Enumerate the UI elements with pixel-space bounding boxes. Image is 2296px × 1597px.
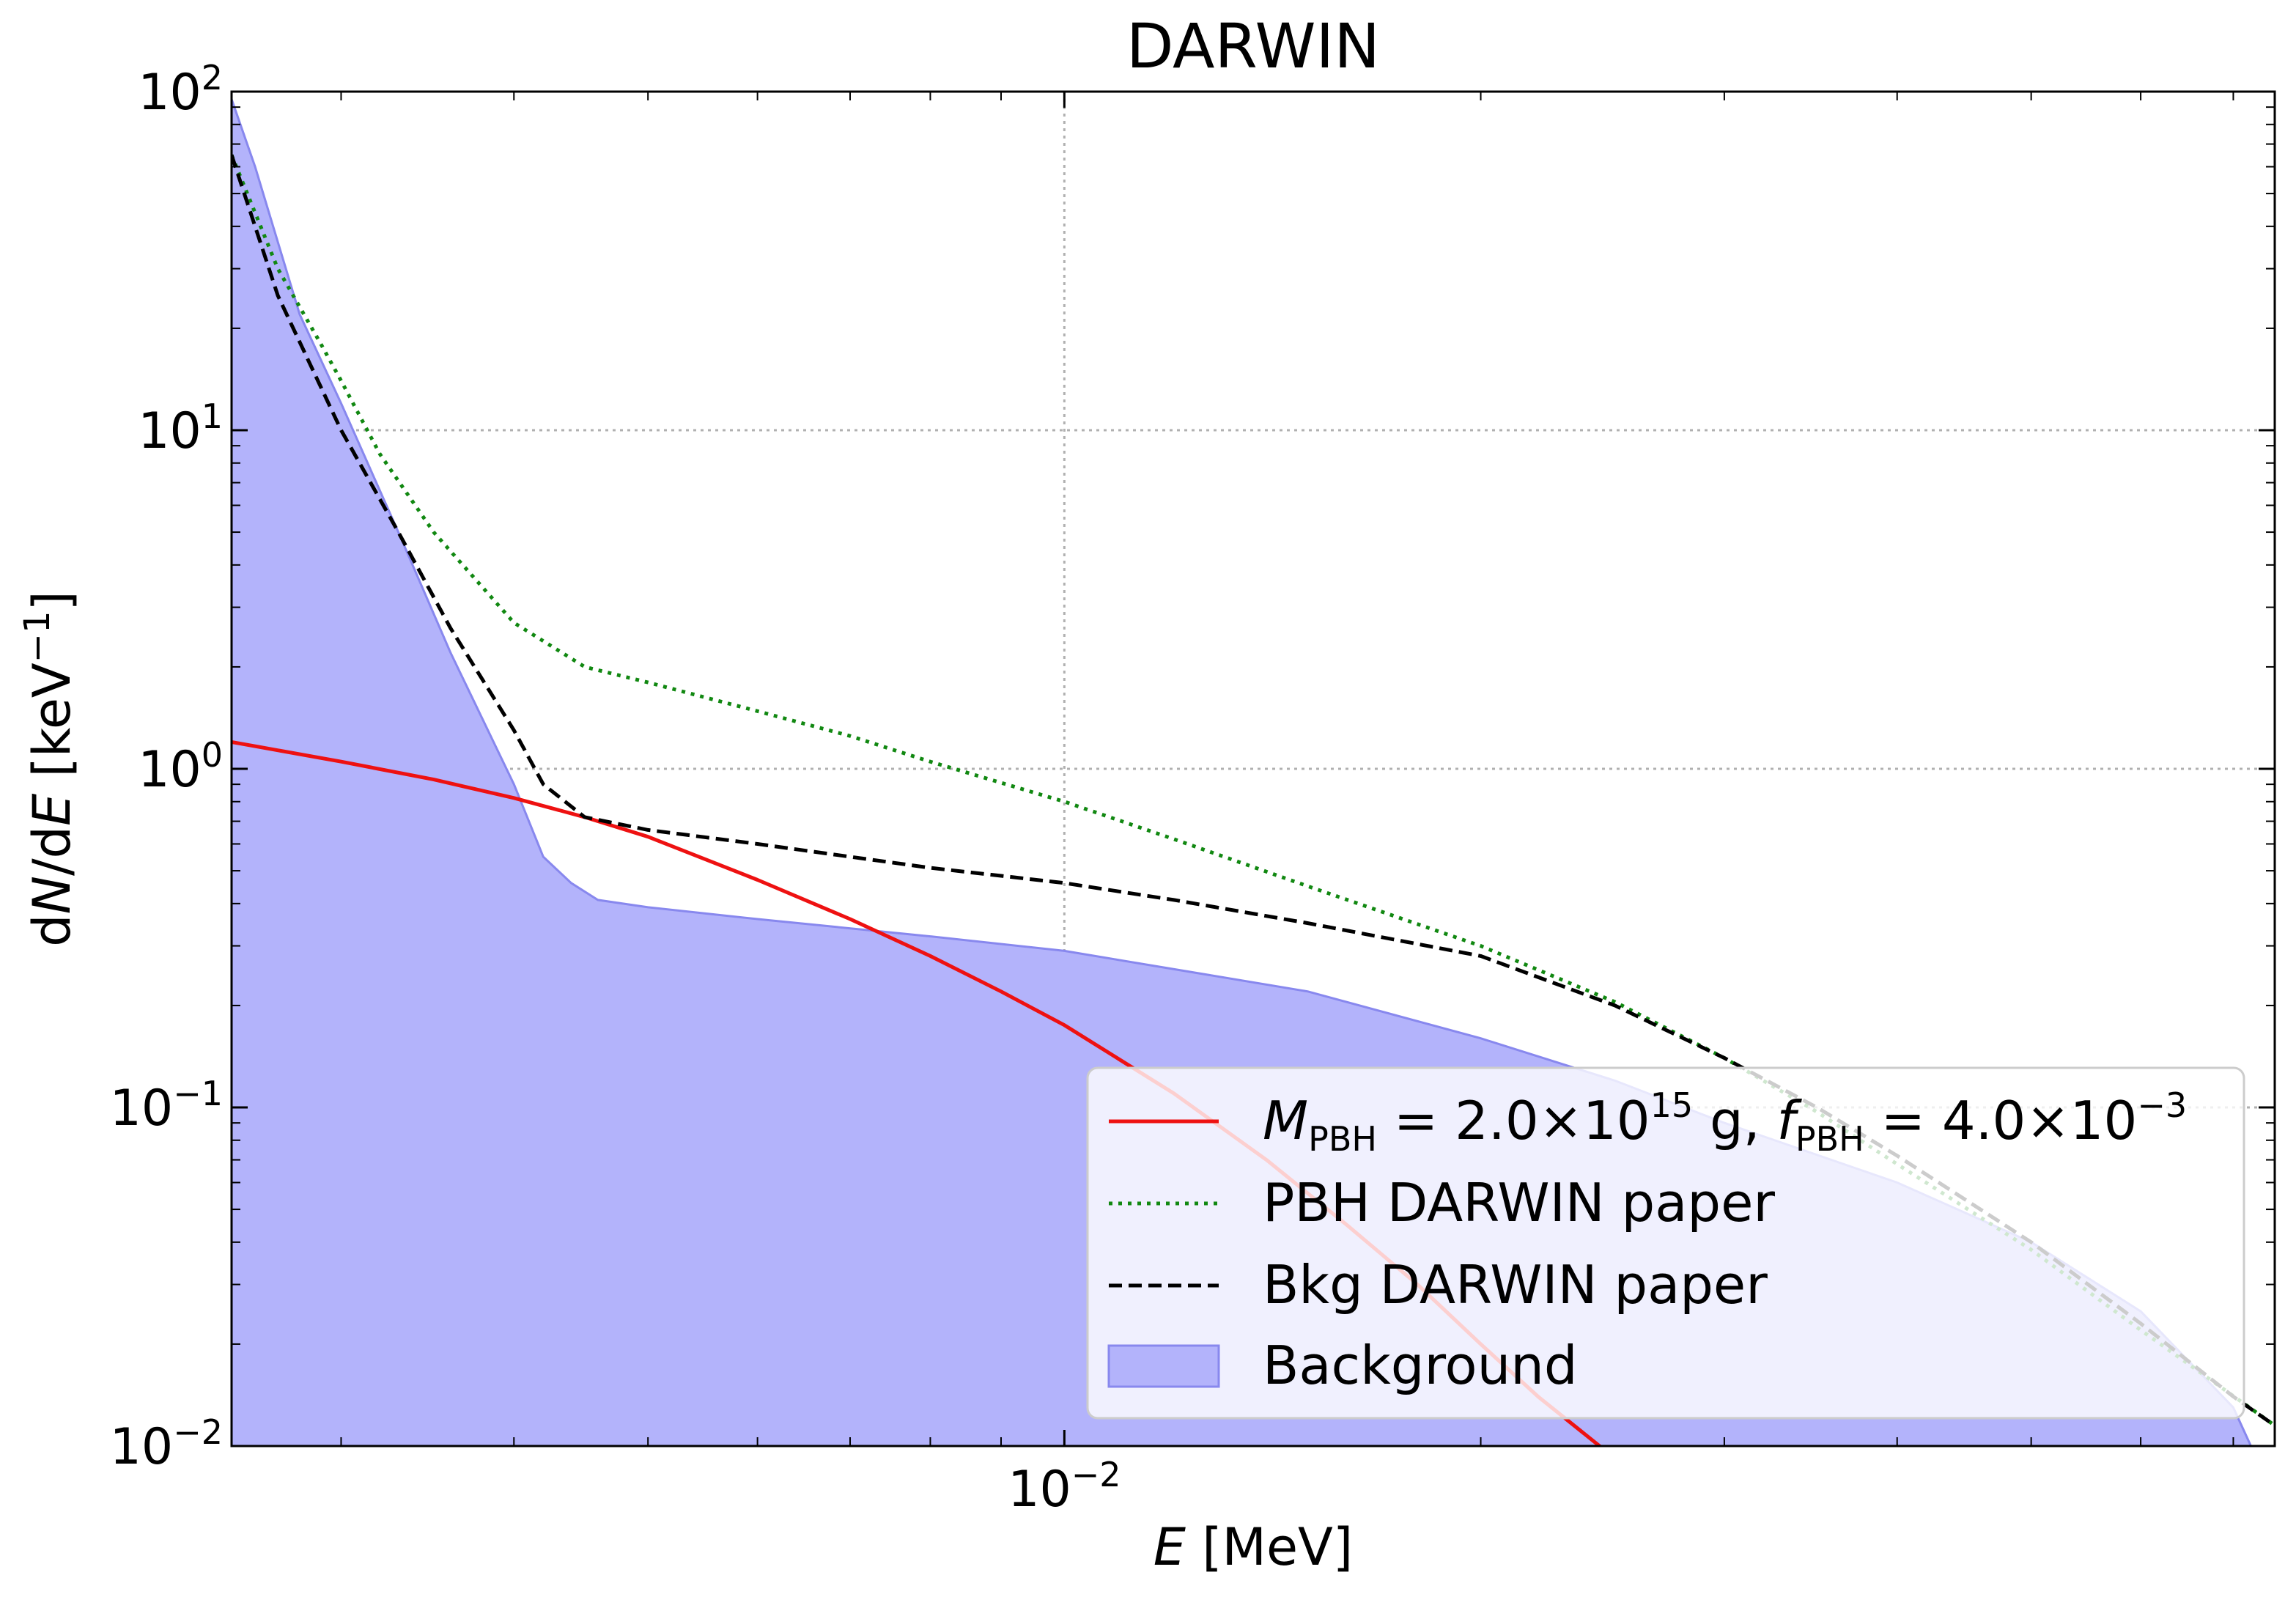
legend: MPBH = 2.0×1015 g, fPBH = 4.0×10−3 PBH D… [1086, 1066, 2245, 1420]
x-axis-label: E [MeV] [1153, 1517, 1353, 1577]
series-bkg-paper-line [232, 154, 2275, 1428]
y-tick-label: 102 [138, 58, 223, 122]
chart-title: DARWIN [1126, 10, 1380, 82]
y-tick-label: 101 [138, 397, 223, 460]
legend-label-bkg-paper: Bkg DARWIN paper [1263, 1254, 1768, 1316]
series-pbh-paper-line [232, 154, 2275, 1428]
legend-box [1086, 1066, 2245, 1420]
legend-label-pbh-model: MPBH = 2.0×1015 g, fPBH = 4.0×10−3 [1263, 1085, 2187, 1159]
legend-label-background: Background [1263, 1335, 1578, 1396]
axis-tick-labels: 10−2 10−1 100 101 102 10−2 [110, 58, 1121, 1519]
y-tick-label: 10−2 [110, 1412, 223, 1476]
legend-swatch-background [1107, 1344, 1220, 1388]
y-tick-label: 10−1 [110, 1074, 223, 1137]
y-tick-label: 100 [138, 735, 223, 799]
legend-label-pbh-paper: PBH DARWIN paper [1263, 1172, 1775, 1233]
y-axis-label: dN/dE [keV−1] [17, 591, 82, 947]
axis-ticks [232, 90, 2275, 1447]
x-tick-label: 10−2 [1008, 1455, 1121, 1519]
